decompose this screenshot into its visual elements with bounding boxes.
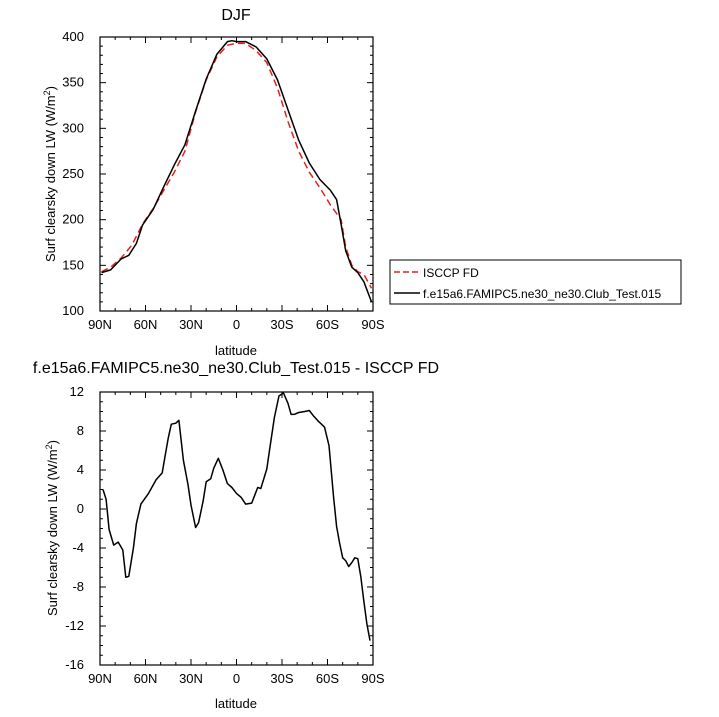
top-x-tick-label: 60N	[134, 317, 158, 332]
top-axis-ticks: 90N 60N 30N 0 30S 60S 90S 100 150 200 250 300 350 400	[62, 29, 385, 332]
bottom-y-tick-label: 4	[77, 462, 84, 477]
top-series-line-1	[101, 39, 373, 303]
bottom-x-axis-label: latitude	[215, 696, 257, 711]
top-y-axis-label-sup: 2	[42, 90, 52, 95]
bottom-x-tick-label: 60N	[134, 671, 158, 686]
top-y-tick-label: 200	[62, 212, 84, 227]
top-y-tick-label: 300	[62, 120, 84, 135]
top-y-axis-label-close: )	[43, 86, 58, 90]
top-y-axis-label: Surf clearsky down LW (W/m2)	[42, 86, 58, 262]
bottom-x-tick-label: 30N	[179, 671, 203, 686]
bottom-y-tick-label: -8	[72, 579, 84, 594]
top-series-lines	[101, 39, 373, 303]
bottom-x-tick-label: 90N	[88, 671, 112, 686]
legend: ISCCP FD f.e15a6.FAMIPC5.ne30_ne30.Club_…	[389, 259, 682, 305]
top-plot-frame	[99, 36, 374, 312]
top-series-line-0	[101, 42, 373, 289]
top-x-tick-label: 60S	[316, 317, 339, 332]
bottom-x-tick-label: 0	[233, 671, 240, 686]
top-x-tick-label: 30N	[179, 317, 203, 332]
legend-label-isccp: ISCCP FD	[423, 266, 479, 280]
bottom-y-axis-label: Surf clearsky down LW (W/m2)	[44, 440, 60, 616]
top-x-tick-label: 30S	[270, 317, 293, 332]
top-y-tick-label: 350	[62, 75, 84, 90]
bottom-y-tick-label: -4	[72, 540, 84, 555]
bottom-panel: f.e15a6.FAMIPC5.ne30_ne30.Club_Test.015 …	[33, 360, 439, 711]
bottom-y-axis-label-sup: 2	[44, 444, 54, 449]
bottom-x-tick-label: 90S	[361, 671, 384, 686]
top-chart-title: DJF	[221, 7, 251, 24]
bottom-series-lines	[102, 392, 371, 641]
bottom-y-tick-label: 8	[77, 423, 84, 438]
bottom-y-tick-label: 12	[70, 384, 84, 399]
top-panel: DJF 90N 60N 30N 0 30S 60S 90S 100 150 200 250 300 35…	[42, 7, 385, 358]
bottom-y-axis-label-main: Surf clearsky down LW (W/m	[45, 449, 60, 616]
top-y-axis-label-main: Surf clearsky down LW (W/m	[43, 95, 58, 262]
top-y-tick-label: 100	[62, 303, 84, 318]
bottom-axis-ticks: 90N 60N 30N 0 30S 60S 90S -16 -12 -8 -4 0 4 8 12	[65, 384, 385, 686]
top-x-tick-label: 90S	[361, 317, 384, 332]
bottom-series-line-0	[102, 392, 371, 641]
top-y-tick-label: 400	[62, 29, 84, 44]
top-x-tick-label: 90N	[88, 317, 112, 332]
bottom-x-tick-label: 30S	[270, 671, 293, 686]
top-y-tick-label: 150	[62, 257, 84, 272]
top-x-axis-label: latitude	[215, 343, 257, 358]
top-x-tick-label: 0	[233, 317, 240, 332]
legend-box	[389, 259, 682, 305]
bottom-y-axis-label-close: )	[45, 440, 60, 444]
bottom-y-tick-label: 0	[77, 501, 84, 516]
bottom-chart-title: f.e15a6.FAMIPC5.ne30_ne30.Club_Test.015 …	[33, 360, 439, 377]
legend-label-model: f.e15a6.FAMIPC5.ne30_ne30.Club_Test.015	[423, 287, 661, 301]
bottom-x-tick-label: 60S	[316, 671, 339, 686]
bottom-y-tick-label: -12	[65, 618, 84, 633]
bottom-y-tick-label: -16	[65, 657, 84, 672]
top-y-tick-label: 250	[62, 166, 84, 181]
bottom-plot-frame	[99, 391, 374, 666]
